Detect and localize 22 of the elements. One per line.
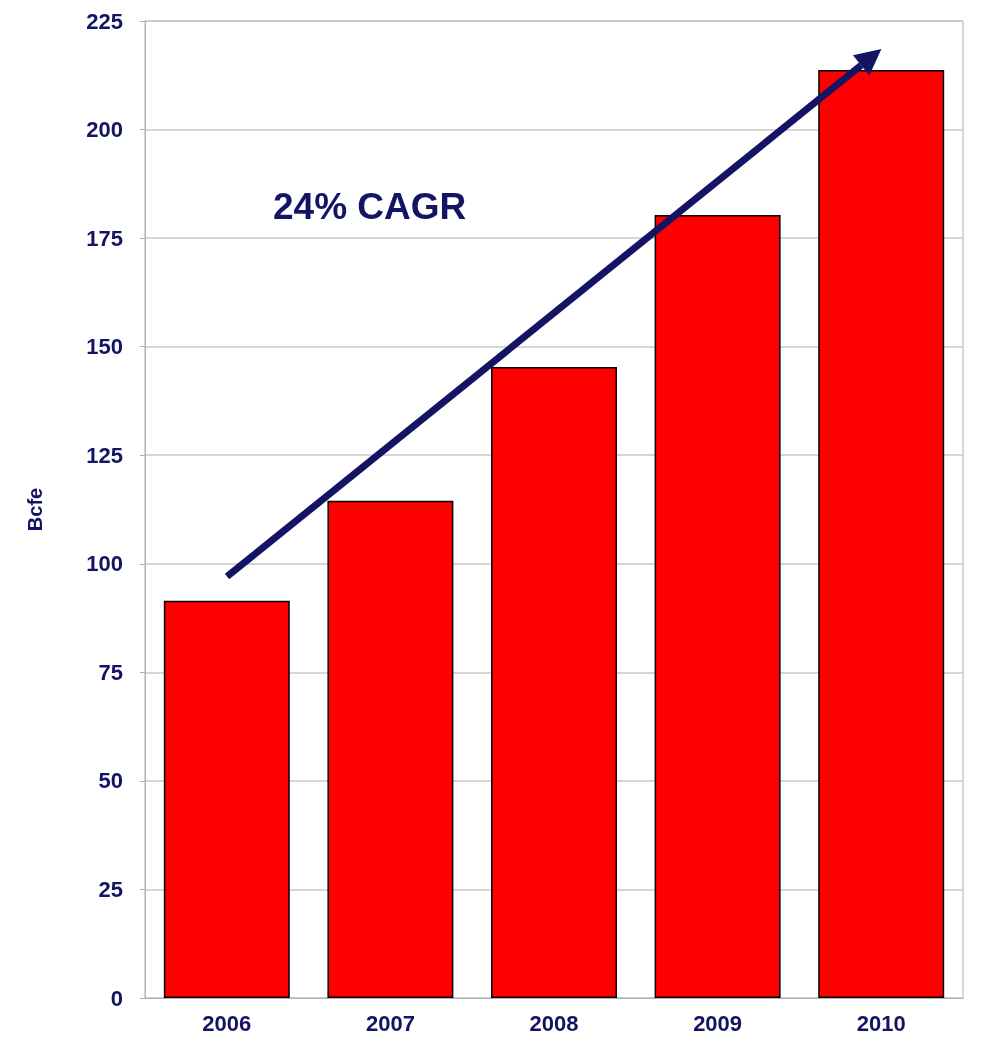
y-tick-label: 200 bbox=[86, 117, 123, 143]
y-tick-label: 150 bbox=[86, 334, 123, 360]
x-tick-label: 2008 bbox=[529, 1010, 579, 1036]
y-tick-label: 225 bbox=[86, 8, 123, 34]
annotation: 24% CAGR bbox=[273, 186, 467, 227]
y-tick-label: 25 bbox=[98, 876, 123, 902]
bar bbox=[491, 367, 617, 998]
y-tick-label: 50 bbox=[98, 768, 123, 794]
x-tick-label: 2007 bbox=[365, 1010, 415, 1036]
x-tick-label: 2010 bbox=[856, 1010, 906, 1036]
y-tick-label: 175 bbox=[86, 225, 123, 251]
y-tick-label: 100 bbox=[86, 551, 123, 577]
x-tick-label: 2006 bbox=[202, 1010, 252, 1036]
y-axis-title: Bcfe bbox=[24, 487, 46, 532]
bar bbox=[163, 600, 290, 998]
bar bbox=[654, 215, 781, 998]
bar bbox=[818, 70, 945, 998]
y-tick-label: 75 bbox=[98, 659, 123, 685]
x-tick-label: 2009 bbox=[693, 1010, 743, 1036]
y-tick-label: 0 bbox=[110, 985, 123, 1011]
bar bbox=[327, 500, 454, 998]
y-tick-label: 125 bbox=[86, 442, 123, 468]
